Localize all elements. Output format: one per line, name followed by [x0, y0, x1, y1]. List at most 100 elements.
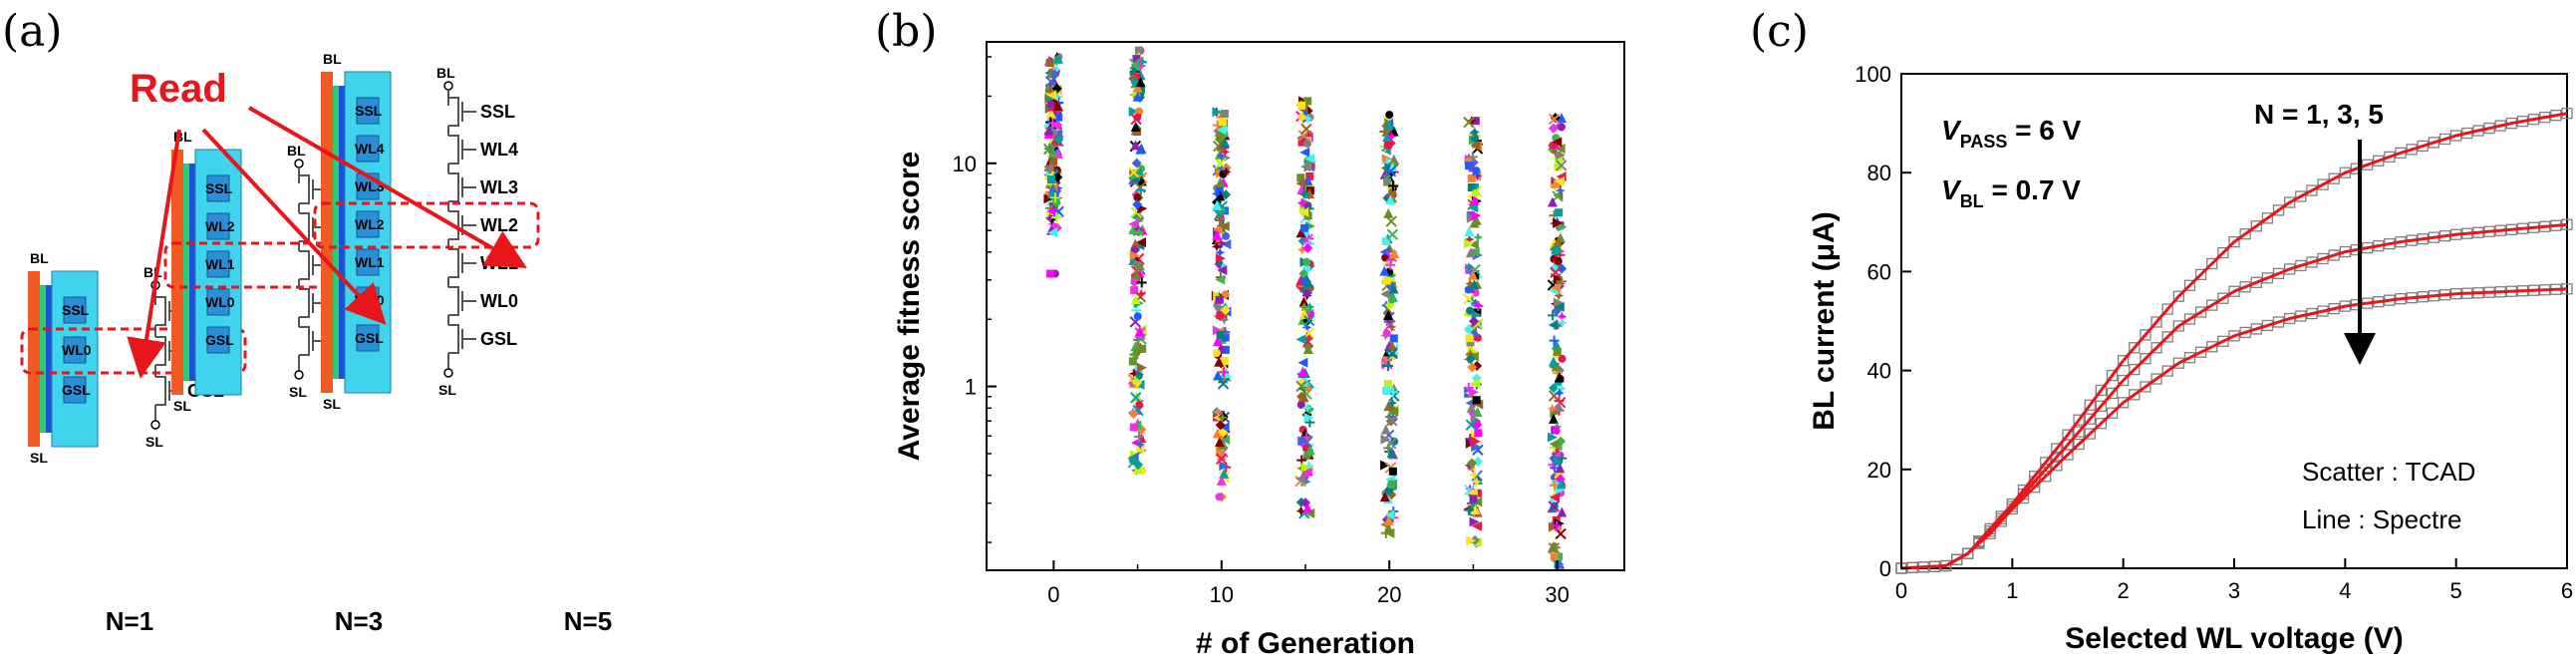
tcad-marker: [2118, 355, 2130, 367]
fitness-point: [1047, 227, 1058, 238]
fitness-point: [1136, 277, 1147, 288]
cell-gate: [356, 97, 380, 125]
fitness-point: [1465, 247, 1476, 258]
fitness-point: [1138, 344, 1147, 353]
fitness-point: [1383, 120, 1394, 131]
fitness-point: [1552, 137, 1563, 148]
fitness-point: [1554, 163, 1563, 171]
tcad-marker: [2183, 313, 2196, 325]
transistor-body: [299, 326, 310, 356]
tcad-marker: [2206, 257, 2218, 270]
fitness-point: [1135, 439, 1146, 450]
fitness-point: [1465, 353, 1476, 364]
cell-gate: [356, 324, 380, 352]
string-core: [46, 285, 52, 433]
cell-gate: [63, 336, 87, 364]
fitness-point: [1214, 356, 1225, 367]
fitness-point: [1551, 339, 1562, 350]
fitness-point: [1133, 193, 1142, 202]
fitness-point: [1471, 477, 1482, 488]
fitness-point: [1212, 428, 1223, 439]
fitness-point: [1045, 108, 1056, 119]
fitness-point: [1217, 265, 1228, 276]
fitness-point: [1130, 286, 1139, 295]
fitness-point: [1302, 502, 1313, 513]
fitness-point: [1297, 357, 1308, 368]
fitness-point: [1547, 403, 1558, 414]
fitness-point: [1463, 117, 1475, 129]
fitness-point: [1128, 357, 1137, 366]
fitness-point: [1379, 246, 1390, 257]
fitness-point: [1557, 113, 1568, 124]
fitness-point: [1384, 509, 1395, 520]
fitness-point: [1050, 192, 1061, 203]
spectre-line-series-1: [1900, 112, 2568, 570]
fitness-point: [1218, 118, 1227, 127]
tcad-marker: [1962, 547, 1974, 559]
fitness-point: [1387, 180, 1398, 191]
fitness-point: [1296, 197, 1307, 208]
fitness-point: [1388, 467, 1397, 476]
fitness-point: [1557, 506, 1568, 517]
fitness-point: [1552, 520, 1563, 531]
fitness-point: [1472, 396, 1481, 405]
fitness-point: [1043, 193, 1054, 204]
fitness-point: [1046, 90, 1057, 101]
transistor-body: [448, 210, 459, 240]
fitness-point: [1303, 203, 1314, 214]
vbl-annotation: VBL = 0.7 V: [1941, 174, 2081, 211]
fitness-point: [1296, 173, 1305, 182]
fitness-point: [1469, 470, 1480, 481]
fitness-point: [1556, 479, 1567, 490]
fitness-point: [1379, 126, 1390, 137]
fitness-point: [1467, 183, 1476, 192]
circuit-sl-label: SL: [289, 384, 307, 400]
fitness-point: [1549, 480, 1560, 491]
fitness-point: [1295, 334, 1306, 345]
fitness-points: [1042, 46, 1568, 569]
fitness-point: [1550, 147, 1561, 158]
string-bl-contact: [321, 72, 333, 393]
fitness-point: [1387, 398, 1398, 409]
fitness-point: [1042, 143, 1055, 156]
fitness-point: [1132, 348, 1141, 357]
bl-terminal: [443, 81, 453, 91]
tcad-marker: [2272, 267, 2285, 280]
fitness-point: [1215, 420, 1226, 431]
tcad-marker: [2161, 303, 2173, 315]
tcad-marker: [2172, 320, 2184, 332]
fitness-point: [1133, 312, 1142, 321]
transistor-body: [155, 376, 166, 406]
fitness-point: [1554, 290, 1565, 301]
tcad-marker: [2261, 272, 2274, 284]
fitness-point: [1212, 107, 1223, 118]
fitness-point: [1298, 391, 1309, 402]
fitness-point: [1219, 461, 1230, 472]
cell-label-WL2: WL2: [355, 216, 385, 232]
fitness-point: [1467, 174, 1476, 183]
fitness-point: [1549, 335, 1560, 346]
fitness-point: [1221, 345, 1230, 354]
fitness-point: [1557, 123, 1566, 132]
tcad-marker: [2239, 281, 2251, 293]
tcad-marker: [2228, 285, 2240, 297]
fitness-point: [1382, 356, 1391, 365]
cell-label-GSL: GSL: [355, 330, 384, 346]
fitness-point: [1553, 297, 1564, 308]
cell-gate: [206, 250, 230, 278]
fitness-point: [1553, 217, 1564, 228]
fitness-point: [1388, 283, 1399, 294]
cell-label-GSL: GSL: [205, 332, 234, 348]
fitness-point: [1052, 101, 1063, 112]
fitness-point: [1387, 480, 1396, 489]
fitness-point: [1047, 218, 1058, 229]
y-tick-label: 100: [1855, 62, 1891, 87]
fitness-point: [1386, 131, 1397, 142]
fitness-point: [1051, 212, 1062, 223]
tcad-marker: [2084, 413, 2096, 425]
fitness-point: [1388, 157, 1399, 167]
fitness-point: [1220, 435, 1231, 446]
sl-terminal: [443, 368, 453, 378]
fitness-point: [1383, 401, 1394, 412]
